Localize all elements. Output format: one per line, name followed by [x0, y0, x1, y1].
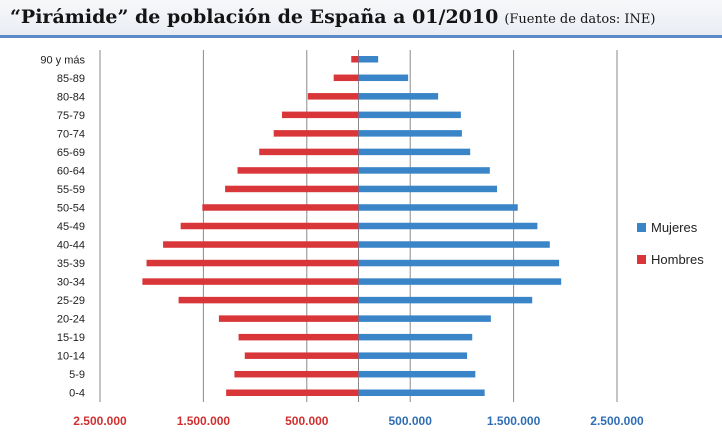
- bar-hombres: [226, 389, 359, 396]
- y-tick-label: 75-79: [57, 110, 85, 122]
- bar-hombres: [225, 185, 359, 193]
- y-tick-label: 15-19: [57, 332, 85, 344]
- x-tick-label: 1.500.000: [487, 414, 541, 428]
- bar-hombres: [307, 93, 359, 100]
- x-tick-label: 2.500.000: [590, 414, 644, 428]
- y-tick-label: 25-29: [57, 295, 85, 307]
- bar-mujeres: [358, 74, 409, 82]
- y-tick-label: 45-49: [57, 221, 85, 233]
- x-tick-label: 500.000: [285, 414, 329, 428]
- y-tick-label: 90 y más: [40, 54, 85, 66]
- y-tick-label: 40-44: [57, 240, 85, 252]
- bar-hombres: [259, 148, 359, 156]
- bar-hombres: [142, 278, 359, 285]
- y-tick-label: 30-34: [57, 277, 85, 289]
- bar-mujeres: [358, 389, 485, 396]
- legend-swatch: [637, 223, 646, 232]
- y-tick-label: 70-74: [57, 128, 85, 140]
- bar-mujeres: [358, 56, 379, 63]
- y-tick-label: 55-59: [57, 184, 85, 196]
- y-tick-label: 60-64: [57, 165, 85, 177]
- bar-hombres: [333, 74, 359, 82]
- bar-mujeres: [358, 204, 518, 211]
- bar-mujeres: [358, 278, 562, 285]
- bar-hombres: [238, 333, 359, 341]
- legend-swatch: [637, 255, 646, 264]
- bar-mujeres: [358, 315, 491, 322]
- bar-mujeres: [358, 93, 439, 100]
- bar-hombres: [237, 167, 359, 174]
- title-bar: “Pirámide” de población de España a 01/2…: [0, 0, 722, 38]
- legend-label: Hombres: [651, 252, 704, 267]
- chart-title-main: “Pirámide” de población de España a 01/2…: [10, 6, 499, 28]
- legend-label: Mujeres: [651, 220, 698, 235]
- bar-hombres: [178, 296, 359, 304]
- y-tick-label: 20-24: [57, 314, 85, 326]
- bar-hombres: [244, 352, 359, 359]
- bar-hombres: [281, 111, 359, 119]
- chart-source: (Fuente de datos: INE): [504, 12, 656, 27]
- y-tick-label: 35-39: [57, 258, 85, 270]
- y-tick-label: 65-69: [57, 147, 85, 159]
- bar-mujeres: [358, 333, 473, 341]
- bar-mujeres: [358, 352, 468, 359]
- x-tick-label: 500.000: [389, 414, 433, 428]
- chart-title: “Pirámide” de población de España a 01/2…: [10, 6, 655, 28]
- bar-mujeres: [358, 222, 538, 230]
- y-tick-label: 85-89: [57, 73, 85, 85]
- y-tick-label: 50-54: [57, 202, 85, 214]
- bar-hombres: [180, 222, 359, 230]
- bar-mujeres: [358, 148, 471, 156]
- bar-hombres: [163, 241, 359, 248]
- bar-mujeres: [358, 296, 533, 304]
- y-tick-label: 5-9: [69, 369, 85, 381]
- bar-hombres: [202, 204, 359, 211]
- bar-hombres: [273, 130, 359, 137]
- bar-mujeres: [358, 370, 476, 378]
- bar-mujeres: [358, 167, 490, 174]
- x-tick-label: 1.500.000: [177, 414, 231, 428]
- y-tick-label: 80-84: [57, 91, 85, 103]
- bar-mujeres: [358, 130, 462, 137]
- bar-mujeres: [358, 111, 461, 119]
- bar-mujeres: [358, 185, 498, 193]
- bar-hombres: [351, 56, 359, 63]
- bar-mujeres: [358, 241, 550, 248]
- y-tick-label: 10-14: [57, 351, 85, 363]
- y-tick-label: 0-4: [69, 388, 85, 400]
- bar-hombres: [234, 370, 359, 378]
- bar-hombres: [218, 315, 359, 322]
- bar-mujeres: [358, 259, 560, 267]
- bar-hombres: [146, 259, 359, 267]
- x-tick-label: 2.500.000: [73, 414, 127, 428]
